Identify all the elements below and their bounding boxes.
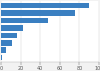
Bar — [1, 10, 74, 16]
Bar — [1, 55, 2, 60]
Bar — [1, 33, 17, 38]
Bar — [1, 3, 89, 8]
Bar — [1, 40, 12, 46]
Bar — [1, 47, 6, 53]
Bar — [1, 18, 48, 23]
Bar — [1, 25, 23, 31]
